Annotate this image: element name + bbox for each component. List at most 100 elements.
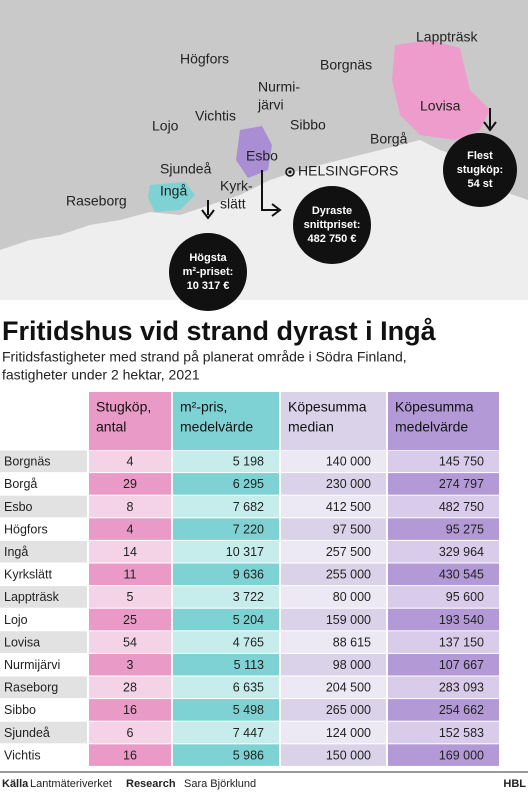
- cell-bg: [89, 518, 171, 540]
- cell-bg: [388, 540, 499, 563]
- cell-bg: [173, 450, 279, 473]
- column-header: Stugköp,: [96, 399, 151, 415]
- cell-value: 5 986: [233, 748, 264, 762]
- cell-value: 97 500: [333, 522, 371, 536]
- callout-text: 10 317 €: [187, 280, 230, 292]
- cell-bg: [173, 744, 279, 766]
- cell-bg: [0, 473, 87, 495]
- cell-bg: [89, 744, 171, 766]
- cell-value: 137 150: [439, 635, 484, 649]
- cell-value: 11: [124, 568, 137, 582]
- cell-value: 107 667: [439, 658, 484, 672]
- cell-bg: [388, 563, 499, 586]
- cell-bg: [281, 608, 386, 631]
- cell-bg: [281, 653, 386, 676]
- cell-value: 283 093: [439, 681, 484, 695]
- cell-bg: [173, 699, 279, 721]
- map-label: Lovisa: [420, 98, 461, 114]
- cell-bg: [0, 518, 87, 540]
- cell-bg: [89, 495, 171, 518]
- cell-value: 14: [123, 545, 137, 559]
- cell-value: 482 750: [439, 500, 484, 514]
- cell-bg: [0, 676, 87, 699]
- capital-marker: [285, 167, 295, 177]
- callout-text: m²-priset:: [183, 266, 234, 278]
- cell-bg: [173, 586, 279, 608]
- cell-value: 5 198: [233, 455, 264, 469]
- cell-bg: [89, 586, 171, 608]
- column-header-bg: [388, 392, 499, 450]
- cell-bg: [89, 563, 171, 586]
- map-label: Vichtis: [195, 108, 236, 124]
- column-header: Köpesumma: [395, 399, 474, 415]
- cell-bg: [173, 473, 279, 495]
- map-label: Sjundeå: [160, 161, 212, 177]
- map-label: Lojo: [152, 118, 179, 134]
- cell-bg: [0, 608, 87, 631]
- cell-value: 5: [127, 590, 134, 604]
- callout-text: Flest: [467, 150, 493, 162]
- cell-bg: [89, 721, 171, 744]
- research: Sara Björklund: [184, 778, 256, 790]
- cell-value: 5 204: [233, 613, 264, 627]
- row-label: Ingå: [4, 545, 28, 559]
- row-label: Sibbo: [4, 703, 36, 717]
- cell-bg: [89, 631, 171, 653]
- cell-bg: [388, 495, 499, 518]
- cell-bg: [0, 744, 87, 766]
- subtitle: fastigheter under 2 hektar, 2021: [2, 367, 200, 383]
- cell-value: 4: [127, 455, 134, 469]
- cell-bg: [388, 676, 499, 699]
- cell-bg: [0, 563, 87, 586]
- callout-text: snittpriset:: [304, 219, 361, 231]
- row-label: Sjundeå: [4, 726, 50, 740]
- cell-bg: [281, 563, 386, 586]
- cell-value: 16: [123, 748, 137, 762]
- esbo-area: [236, 126, 272, 178]
- cell-value: 9 636: [233, 568, 264, 582]
- cell-value: 412 500: [326, 500, 371, 514]
- cell-bg: [281, 473, 386, 495]
- map-label: Nurmi-: [258, 79, 300, 95]
- row-label: Lovisa: [4, 635, 40, 649]
- cell-value: 265 000: [326, 703, 371, 717]
- cell-bg: [388, 744, 499, 766]
- cell-bg: [388, 699, 499, 721]
- capital-dot: [288, 170, 292, 174]
- cell-value: 430 545: [439, 568, 484, 582]
- cell-bg: [388, 653, 499, 676]
- cell-bg: [281, 495, 386, 518]
- cell-bg: [173, 563, 279, 586]
- map-label: Lappträsk: [416, 29, 478, 45]
- map-label: järvi: [257, 97, 284, 113]
- cell-value: 204 500: [326, 681, 371, 695]
- cell-bg: [0, 721, 87, 744]
- callout-text: stugköp:: [457, 164, 503, 176]
- cell-bg: [281, 540, 386, 563]
- cell-bg: [173, 495, 279, 518]
- cell-value: 54: [123, 635, 137, 649]
- row-label: Kyrkslätt: [4, 568, 52, 582]
- cell-value: 16: [123, 703, 137, 717]
- cell-value: 6: [127, 726, 134, 740]
- cell-value: 6 635: [233, 681, 264, 695]
- cell-value: 80 000: [333, 590, 371, 604]
- cell-value: 25: [123, 613, 137, 627]
- cell-bg: [173, 676, 279, 699]
- row-label: Högfors: [4, 522, 48, 536]
- subtitle: Fritidsfastigheter med strand på planera…: [2, 349, 407, 365]
- cell-value: 88 615: [333, 635, 371, 649]
- cell-bg: [0, 631, 87, 653]
- cell-value: 257 500: [326, 545, 371, 559]
- column-header: Köpesumma: [288, 399, 367, 415]
- column-header: medelvärde: [395, 419, 468, 435]
- cell-value: 274 797: [439, 477, 484, 491]
- row-label: Vichtis: [4, 748, 41, 762]
- row-label: Borgnäs: [4, 455, 51, 469]
- cell-value: 124 000: [326, 726, 371, 740]
- map-label: Esbo: [246, 148, 278, 164]
- cell-bg: [388, 450, 499, 473]
- cell-bg: [281, 721, 386, 744]
